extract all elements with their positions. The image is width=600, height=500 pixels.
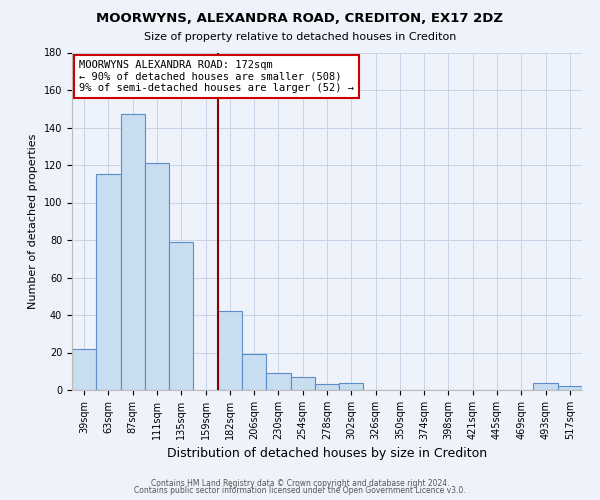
- Bar: [315, 384, 339, 390]
- Bar: [339, 382, 364, 390]
- Bar: [558, 386, 582, 390]
- Bar: [533, 382, 558, 390]
- Bar: [242, 354, 266, 390]
- Bar: [145, 163, 169, 390]
- Bar: [290, 377, 315, 390]
- Text: Contains HM Land Registry data © Crown copyright and database right 2024.: Contains HM Land Registry data © Crown c…: [151, 478, 449, 488]
- Bar: [218, 311, 242, 390]
- X-axis label: Distribution of detached houses by size in Crediton: Distribution of detached houses by size …: [167, 448, 487, 460]
- Text: Size of property relative to detached houses in Crediton: Size of property relative to detached ho…: [144, 32, 456, 42]
- Bar: [169, 242, 193, 390]
- Text: Contains public sector information licensed under the Open Government Licence v3: Contains public sector information licen…: [134, 486, 466, 495]
- Text: MOORWYNS ALEXANDRA ROAD: 172sqm
← 90% of detached houses are smaller (508)
9% of: MOORWYNS ALEXANDRA ROAD: 172sqm ← 90% of…: [79, 60, 354, 93]
- Bar: [121, 114, 145, 390]
- Y-axis label: Number of detached properties: Number of detached properties: [28, 134, 38, 309]
- Text: MOORWYNS, ALEXANDRA ROAD, CREDITON, EX17 2DZ: MOORWYNS, ALEXANDRA ROAD, CREDITON, EX17…: [97, 12, 503, 26]
- Bar: [72, 349, 96, 390]
- Bar: [96, 174, 121, 390]
- Bar: [266, 373, 290, 390]
